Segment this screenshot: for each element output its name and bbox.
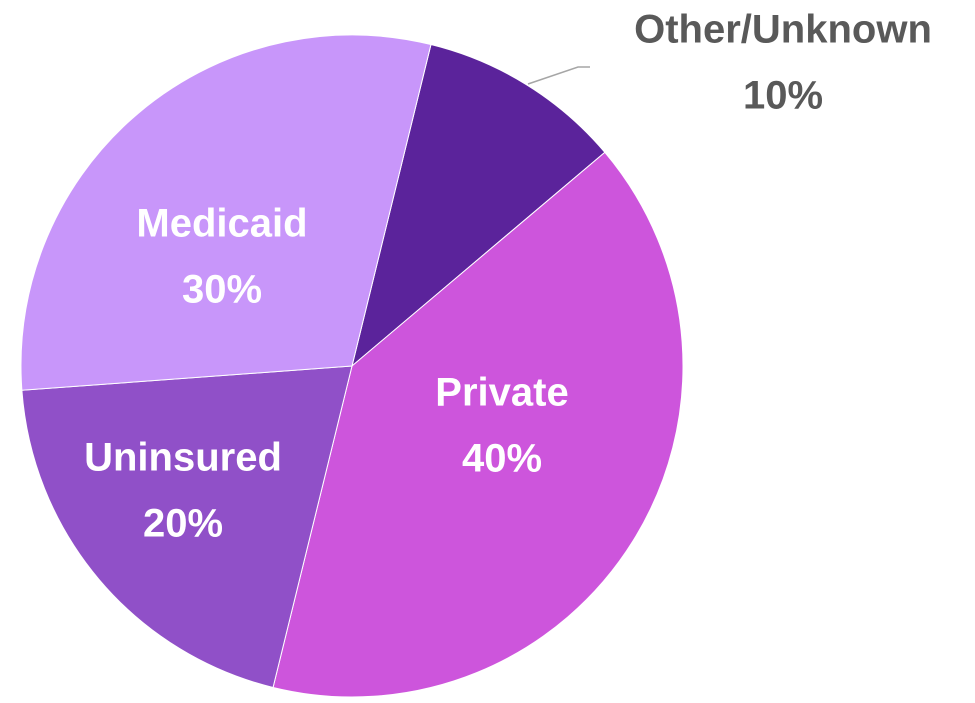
leader-line [527, 66, 590, 85]
slice-value-label: 10% [743, 74, 823, 118]
pie-slice [20, 34, 432, 391]
slice-label: Medicaid [136, 202, 307, 246]
slice-label: Other/Unknown [634, 8, 932, 52]
pie-slice [351, 43, 606, 368]
slice-value-label: 20% [143, 502, 223, 546]
slice-value-label: 40% [462, 437, 542, 481]
pie-slice [21, 365, 353, 689]
slice-label: Private [435, 371, 568, 415]
slice-value-label: 30% [182, 268, 262, 312]
slice-label: Uninsured [84, 436, 282, 480]
pie-slice [272, 151, 684, 698]
